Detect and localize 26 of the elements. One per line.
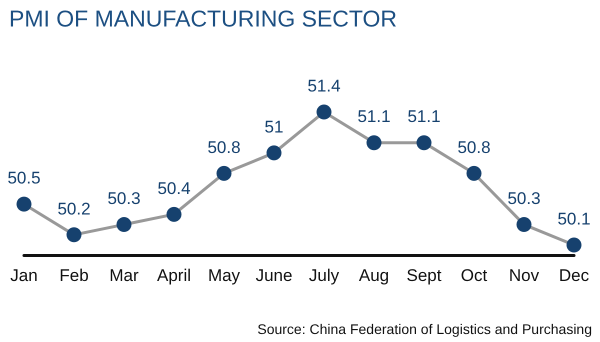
data-label: 51: [264, 117, 284, 136]
data-label: 51.4: [307, 76, 341, 96]
data-label: 50.4: [157, 178, 191, 198]
data-label: 51.1: [407, 107, 441, 126]
data-label: 50.2: [57, 199, 91, 218]
data-label: 50.3: [107, 189, 141, 208]
chart-title: PMI OF MANUFACTURING SECTOR: [9, 6, 398, 32]
data-label: 51.1: [357, 107, 391, 126]
data-label: 50.5: [7, 168, 41, 188]
x-tick-label: Aug: [358, 266, 390, 285]
x-tick-label: Sept: [406, 266, 442, 285]
source-note: Source: China Federation of Logistics and Purchasing: [257, 321, 592, 337]
x-tick-label: Jan: [10, 266, 38, 285]
x-tick-label: Mar: [109, 266, 139, 285]
x-tick-label: April: [156, 266, 192, 285]
data-label: 50.3: [507, 189, 541, 208]
x-tick-label: June: [256, 266, 292, 285]
data-label: 50.8: [457, 138, 491, 157]
x-tick-label: Nov: [508, 266, 540, 285]
x-tick-label: Oct: [460, 266, 488, 285]
data-label: 50.1: [557, 210, 591, 229]
x-tick-label: Feb: [59, 266, 89, 285]
data-label: 50.8: [207, 138, 241, 157]
x-tick-label: Dec: [558, 266, 590, 285]
x-tick-label: May: [208, 266, 241, 285]
x-tick-label: July: [308, 266, 340, 285]
